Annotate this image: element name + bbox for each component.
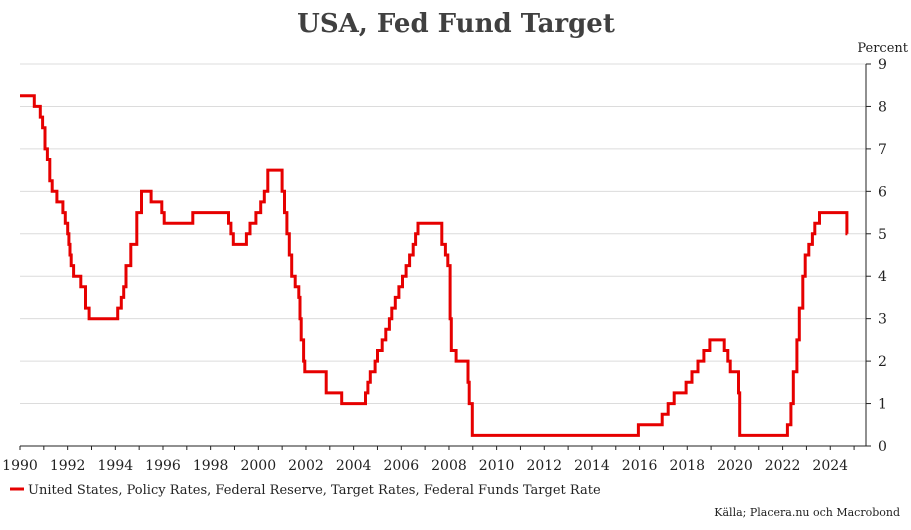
x-tick-label: 2020 [717, 458, 753, 474]
plot-area [20, 94, 849, 437]
y-tick-label: 4 [878, 269, 887, 285]
x-tick-label: 2018 [669, 458, 705, 474]
x-tick-label: 2008 [431, 458, 467, 474]
x-tick-label: 2024 [812, 458, 848, 474]
x-tick-label: 1994 [98, 458, 134, 474]
y-tick-label: 8 [878, 99, 887, 115]
x-tick-label: 2014 [574, 458, 610, 474]
x-tick-label: 2010 [479, 458, 515, 474]
y-tick-label: 9 [878, 57, 887, 73]
x-tick-label: 1992 [50, 458, 86, 474]
x-tick-label: 2012 [526, 458, 562, 474]
legend: United States, Policy Rates, Federal Res… [10, 483, 601, 498]
y-tick-label: 1 [878, 397, 887, 413]
source-note: Källa; Placera.nu och Macrobond [714, 506, 900, 519]
y-tick-label: 3 [878, 312, 887, 328]
x-tick-label: 1996 [145, 458, 181, 474]
y-tick-label: 2 [878, 354, 887, 370]
series-line-0 [20, 94, 849, 437]
x-tick-label: 1990 [2, 458, 38, 474]
x-tick-label: 2000 [240, 458, 276, 474]
y-tick-label: 6 [878, 184, 887, 200]
x-tick-label: 1998 [193, 458, 229, 474]
x-tick-label: 2002 [288, 458, 324, 474]
y-tick-label: 7 [878, 142, 887, 158]
y-tick-label: 5 [878, 227, 887, 243]
legend-entry: United States, Policy Rates, Federal Res… [28, 483, 601, 498]
y-axis: 0 1 2 3 4 5 6 7 8 9 [866, 57, 887, 455]
x-tick-label: 2004 [336, 458, 372, 474]
x-tick-label: 2016 [622, 458, 658, 474]
x-axis: 1990 1992 1994 1996 1998 2000 2002 2004 2006 2008… [2, 446, 855, 474]
y-tick-label: 0 [878, 439, 887, 455]
y-unit-label: Percent [857, 41, 908, 56]
chart-title: USA, Fed Fund Target [297, 9, 615, 39]
x-tick-label: 2022 [765, 458, 801, 474]
x-tick-label: 2006 [383, 458, 419, 474]
